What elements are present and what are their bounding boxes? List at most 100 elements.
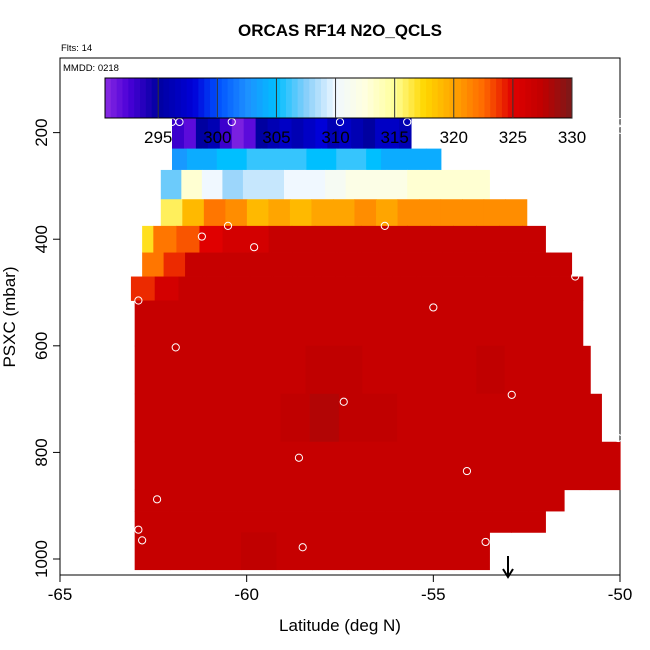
- heatmap-cell: [354, 199, 377, 227]
- heatmap-cell: [418, 532, 455, 571]
- heatmap-cell: [338, 393, 369, 443]
- heatmap-cell: [368, 276, 394, 301]
- heatmap-cell: [420, 489, 458, 512]
- heatmap-cell: [468, 169, 490, 200]
- colorbar-swatch: [285, 78, 293, 118]
- colorbar-swatch: [426, 78, 433, 118]
- colorbar-swatch: [501, 78, 509, 118]
- heatmap-cell: [194, 300, 225, 347]
- heatmap-cell: [206, 489, 243, 512]
- heatmap-cell: [550, 252, 573, 277]
- colorbar-swatch: [408, 78, 415, 118]
- colorbar-swatch: [560, 78, 567, 118]
- heatmap-cell: [291, 225, 316, 253]
- heatmap-cell: [476, 225, 500, 253]
- heatmap-cell: [476, 511, 512, 533]
- heatmap-cell: [284, 300, 315, 347]
- colorbar-swatch: [367, 78, 375, 118]
- heatmap-cell: [203, 511, 238, 533]
- heatmap-cell: [447, 345, 477, 395]
- heatmap-cell: [231, 116, 245, 150]
- heatmap-cell: [186, 148, 203, 171]
- heatmap-cell: [263, 169, 285, 200]
- heatmap-cell: [134, 345, 164, 395]
- sample-point: [223, 221, 233, 230]
- colorbar-swatch: [297, 78, 304, 118]
- heatmap-cell: [199, 225, 224, 253]
- heatmap-cell: [168, 511, 204, 533]
- heatmap-cell: [267, 116, 281, 150]
- sample-point: [152, 495, 162, 504]
- heatmap-cell: [397, 199, 420, 227]
- heatmap-cell: [205, 532, 242, 571]
- heatmap-cell: [426, 393, 457, 443]
- heatmap-cell: [306, 148, 322, 171]
- colorbar-swatch: [513, 78, 520, 118]
- heatmap-cell: [345, 169, 367, 200]
- heatmap-cell: [273, 276, 298, 301]
- heatmap-cell: [134, 300, 166, 347]
- heatmap-cell: [344, 276, 370, 301]
- heatmap-cell: [270, 252, 293, 277]
- colorbar: [104, 77, 573, 119]
- colorbar-swatch: [478, 78, 485, 118]
- colorbar-swatch: [461, 78, 468, 118]
- heatmap-cell: [268, 199, 291, 227]
- heatmap-cell: [533, 345, 563, 395]
- heatmap-cell: [507, 252, 530, 277]
- heatmap-cell: [528, 252, 551, 277]
- heatmap-cell: [142, 225, 154, 253]
- heatmap-cell: [228, 252, 251, 277]
- colorbar-swatch: [414, 78, 421, 118]
- heatmap-cell: [332, 199, 356, 227]
- colorbar-swatch: [116, 78, 124, 118]
- heatmap-cell: [376, 199, 399, 227]
- heatmap-cell: [297, 276, 322, 301]
- heatmap-cell: [164, 300, 195, 347]
- heatmap-cell: [366, 169, 388, 200]
- heatmap-cell: [558, 276, 584, 301]
- sample-point: [339, 397, 348, 406]
- heatmap-cell: [160, 199, 183, 227]
- heatmap-cell: [513, 393, 544, 443]
- heatmap-cell: [163, 252, 186, 277]
- colorbar-swatch: [379, 78, 386, 118]
- heatmap-cell: [333, 345, 363, 395]
- colorbar-swatch: [320, 78, 328, 118]
- heatmap-cell: [561, 345, 591, 395]
- colorbar-swatch: [268, 78, 275, 118]
- heatmap-cell: [279, 116, 293, 150]
- heatmap-cell: [193, 393, 223, 443]
- heatmap-cell: [340, 511, 375, 533]
- colorbar-swatch: [396, 78, 404, 118]
- heatmap-cell: [373, 300, 405, 347]
- heatmap-cell: [463, 300, 494, 347]
- colorbar-swatch: [449, 78, 456, 118]
- heatmap-cell: [303, 116, 316, 150]
- colorbar-swatch: [536, 78, 544, 118]
- heatmap-cell: [170, 532, 207, 571]
- heatmap-cell: [170, 489, 207, 512]
- heatmap-cell: [311, 199, 334, 227]
- heatmap-cell: [406, 225, 431, 253]
- heatmap-cell: [589, 441, 621, 491]
- colorbar-swatch: [233, 78, 240, 118]
- heatmap-cell: [134, 489, 172, 512]
- heatmap-cell: [178, 276, 203, 301]
- heatmap-cell: [430, 225, 454, 253]
- heatmap-cell: [511, 511, 546, 533]
- heatmap-cell: [356, 252, 379, 277]
- heatmap-cell: [134, 511, 170, 533]
- sample-point: [507, 390, 516, 399]
- colorbar-swatch: [466, 78, 474, 118]
- y-tick-label: 1000: [32, 540, 51, 578]
- colorbar-swatch: [350, 78, 357, 118]
- heatmap-cell: [254, 300, 285, 347]
- colorbar-swatch: [140, 78, 147, 118]
- colorbar-swatch: [402, 78, 410, 118]
- colorbar-swatch: [245, 78, 252, 118]
- colorbar-tick-label: 310: [321, 128, 349, 147]
- colorbar-tick-label: 325: [499, 128, 527, 147]
- colorbar-swatch: [227, 78, 234, 118]
- colorbar-swatch: [105, 78, 112, 118]
